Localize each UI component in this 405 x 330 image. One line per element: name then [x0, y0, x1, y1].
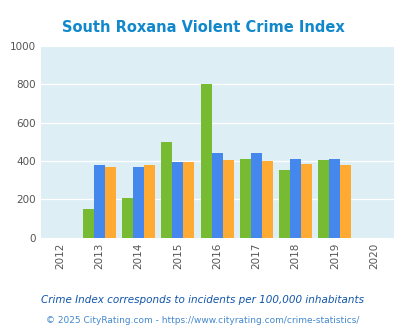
Text: South Roxana Violent Crime Index: South Roxana Violent Crime Index — [62, 20, 343, 35]
Bar — [200, 84, 211, 238]
Bar — [301, 164, 311, 238]
Bar — [122, 198, 133, 238]
Bar — [94, 165, 105, 238]
Bar — [133, 167, 144, 238]
Bar — [290, 159, 301, 238]
Bar — [261, 161, 272, 238]
Text: © 2025 CityRating.com - https://www.cityrating.com/crime-statistics/: © 2025 CityRating.com - https://www.city… — [46, 315, 359, 325]
Text: Crime Index corresponds to incidents per 100,000 inhabitants: Crime Index corresponds to incidents per… — [41, 295, 364, 305]
Bar — [250, 153, 261, 238]
Bar — [183, 162, 194, 238]
Bar — [340, 165, 351, 238]
Bar — [222, 160, 233, 238]
Bar — [211, 153, 222, 238]
Bar — [172, 162, 183, 238]
Bar — [328, 159, 340, 238]
Bar — [105, 167, 116, 238]
Bar — [239, 159, 250, 238]
Bar — [161, 142, 172, 238]
Bar — [279, 170, 290, 238]
Bar — [83, 209, 94, 238]
Bar — [318, 160, 328, 238]
Bar — [144, 165, 155, 238]
